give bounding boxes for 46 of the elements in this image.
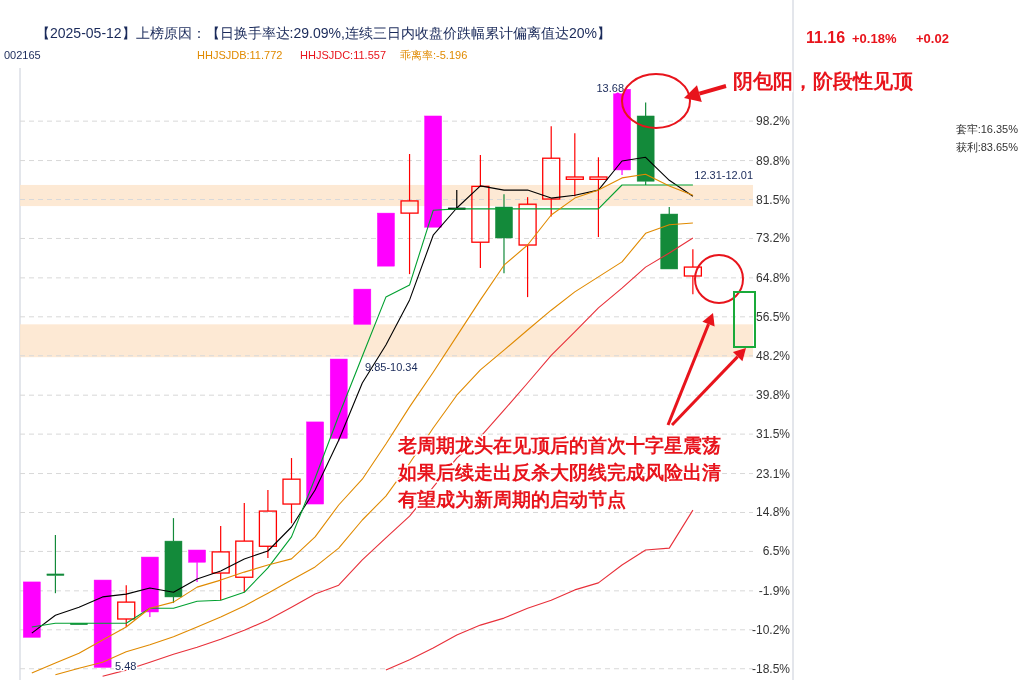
candlestick: [282, 457, 301, 524]
y-tick-label: 48.2%: [755, 348, 791, 363]
y-tick-label: 73.2%: [755, 231, 791, 246]
y-tick-label: 64.8%: [755, 270, 791, 285]
y-tick-label: 31.5%: [755, 427, 791, 442]
y-tick-label: 98.2%: [755, 114, 791, 129]
candlestick: [400, 153, 419, 275]
y-tick-label: 89.8%: [755, 153, 791, 168]
candlestick: [377, 212, 395, 267]
text: 阴包阳，阶段性见顶: [733, 70, 914, 92]
y-tick-label: 6.5%: [762, 544, 791, 559]
candlestick: [495, 193, 513, 274]
y-tick-label: 56.5%: [755, 309, 791, 324]
y-tick-label: 39.8%: [755, 388, 791, 403]
annotation: 13.68: [596, 82, 624, 94]
text: 获利:83.65%: [955, 141, 1019, 153]
candlestick: [589, 156, 608, 238]
candlestick: [141, 556, 159, 618]
y-tick-label: 81.5%: [755, 192, 791, 207]
y-tick-label: -10.2%: [751, 622, 791, 637]
candlestick: [306, 421, 324, 505]
candlestick: [353, 288, 372, 325]
text: +0.02: [916, 31, 949, 46]
candlestick: [258, 489, 278, 559]
y-tick-label: 23.1%: [755, 466, 791, 481]
candlestick: [23, 581, 41, 638]
line-series: [385, 509, 694, 671]
candlestick: [683, 248, 703, 295]
text: HHJSJDB:11.772: [197, 49, 283, 61]
annotation: 5.48: [115, 660, 137, 672]
text: 套牢:16.35%: [955, 123, 1019, 135]
chart-title: 【2025-05-12】上榜原因：【日换手率达:29.09%,连续三日内收盘价跌幅累计偏离值达20%】: [36, 25, 611, 41]
text: 002165: [4, 49, 41, 61]
y-tick-label: -1.9%: [758, 583, 791, 598]
candlestick: [93, 579, 112, 668]
text: HHJSJDC:11.557: [300, 49, 386, 61]
text: 11.16: [806, 29, 846, 46]
candlestick: [188, 549, 206, 583]
text: 乖离率:-5.196: [400, 49, 468, 61]
candlestick: [211, 525, 230, 601]
y-tick-label: 14.8%: [755, 505, 791, 520]
y-tick-label: -18.5%: [751, 661, 791, 676]
candlestick: [424, 115, 442, 228]
text: +0.18%: [852, 31, 897, 46]
band-label: 12.31-12.01: [694, 168, 753, 181]
candlestick: [471, 154, 490, 269]
